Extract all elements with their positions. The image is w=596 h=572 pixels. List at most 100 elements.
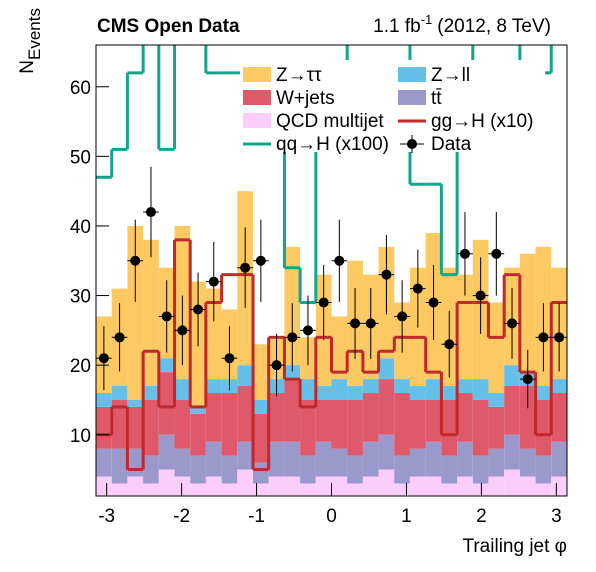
y-tick-label: 60	[70, 78, 91, 99]
bar-segment	[190, 455, 206, 484]
bar-segment	[409, 399, 426, 449]
bar-segment	[253, 399, 269, 414]
data-point	[224, 353, 235, 364]
lumi-exponent: -1	[421, 12, 433, 27]
bar-segment	[457, 441, 473, 477]
bar-segment	[378, 379, 395, 435]
bar-segment	[158, 372, 175, 435]
bar-segment	[347, 386, 363, 400]
bar-segment	[409, 448, 426, 477]
data-point	[208, 276, 219, 287]
legend-swatch	[243, 90, 271, 105]
bar-segment	[362, 379, 379, 393]
bar-segment	[457, 476, 473, 496]
bar-segment	[221, 483, 238, 496]
bar-segment	[347, 455, 363, 484]
legend-label: W+jets	[276, 88, 335, 109]
legend-label: QCD multijet	[276, 111, 384, 132]
bar-segment	[237, 386, 254, 442]
bar-segment	[394, 483, 410, 496]
bar-segment	[488, 392, 505, 407]
bar-segment	[504, 386, 520, 435]
bar-segment	[315, 386, 332, 400]
data-point	[538, 332, 549, 343]
bar-segment	[347, 399, 363, 456]
data-point	[161, 311, 172, 322]
bar-segment	[441, 455, 458, 484]
x-tick-label: -1	[248, 506, 265, 527]
bar-segment	[362, 441, 379, 477]
bar-segment	[284, 379, 301, 442]
data-point	[255, 255, 266, 266]
bar-segment	[504, 434, 520, 470]
bar-segment	[362, 392, 379, 442]
bar-segment	[127, 399, 144, 407]
data-point	[287, 332, 298, 343]
bar-segment	[300, 483, 316, 496]
bar-segment	[127, 448, 144, 477]
x-tick-label: 1	[401, 506, 412, 527]
data-point	[507, 318, 518, 329]
bar-segment	[315, 441, 332, 477]
bar-segment	[96, 392, 112, 407]
bar-segment	[221, 455, 238, 484]
bar-segment	[362, 476, 379, 496]
bar-segment	[190, 406, 206, 414]
legend-label: gg→H (x10)	[431, 111, 533, 132]
bar-segment	[535, 455, 552, 484]
x-tick-label: 3	[551, 506, 562, 527]
bar-segment	[457, 379, 473, 393]
bar-segment	[127, 225, 144, 400]
data-point	[522, 374, 533, 385]
x-tick-label: -2	[173, 506, 190, 527]
bar-segment	[472, 379, 489, 400]
data-point	[412, 283, 423, 294]
legend-label: Z→ll	[431, 65, 470, 86]
legend-label: Z→ττ	[276, 65, 322, 86]
bar-segment	[284, 476, 301, 496]
bar-segment	[331, 399, 348, 449]
y-tick-label: 20	[70, 356, 91, 377]
data-point	[98, 353, 109, 364]
legend-label: Data	[431, 134, 472, 155]
data-point	[459, 248, 470, 259]
bar-segment	[425, 476, 442, 496]
bar-segment	[519, 476, 536, 496]
bar-segment	[158, 469, 175, 496]
y-axis-label: NEvents	[17, 8, 44, 74]
legend-swatch	[407, 139, 417, 149]
bar-segment	[504, 365, 520, 387]
lumi-note: (2012, 8 TeV)	[437, 16, 551, 37]
bar-segment	[284, 441, 301, 477]
bar-segment	[394, 379, 410, 393]
bar-segment	[127, 476, 144, 496]
data-point	[240, 262, 251, 273]
bar-segment	[174, 448, 191, 477]
bar-segment	[237, 469, 254, 496]
bar-segment	[519, 448, 536, 477]
bar-segment	[441, 399, 458, 456]
bar-segment	[331, 476, 348, 496]
data-point	[271, 360, 282, 371]
bar-segment	[96, 476, 112, 496]
y-tick-label: 10	[70, 426, 91, 447]
data-point	[145, 207, 156, 218]
bar-segment	[237, 365, 254, 387]
legend-swatch	[243, 67, 271, 82]
data-point	[397, 311, 408, 322]
bar-segment	[127, 406, 144, 449]
lumi: 1.1 fb	[373, 16, 421, 37]
data-point	[365, 318, 376, 329]
data-point	[177, 325, 188, 336]
data-point	[130, 255, 141, 266]
bar-segment	[268, 441, 285, 477]
x-tick-label: 0	[326, 506, 337, 527]
bar-segment	[488, 476, 505, 496]
bar-segment	[331, 316, 348, 380]
bar-segment	[472, 455, 489, 484]
bar-segment	[205, 392, 222, 442]
bar-segment	[535, 483, 552, 496]
bar-segment	[457, 274, 473, 380]
bar-segment	[504, 469, 520, 496]
